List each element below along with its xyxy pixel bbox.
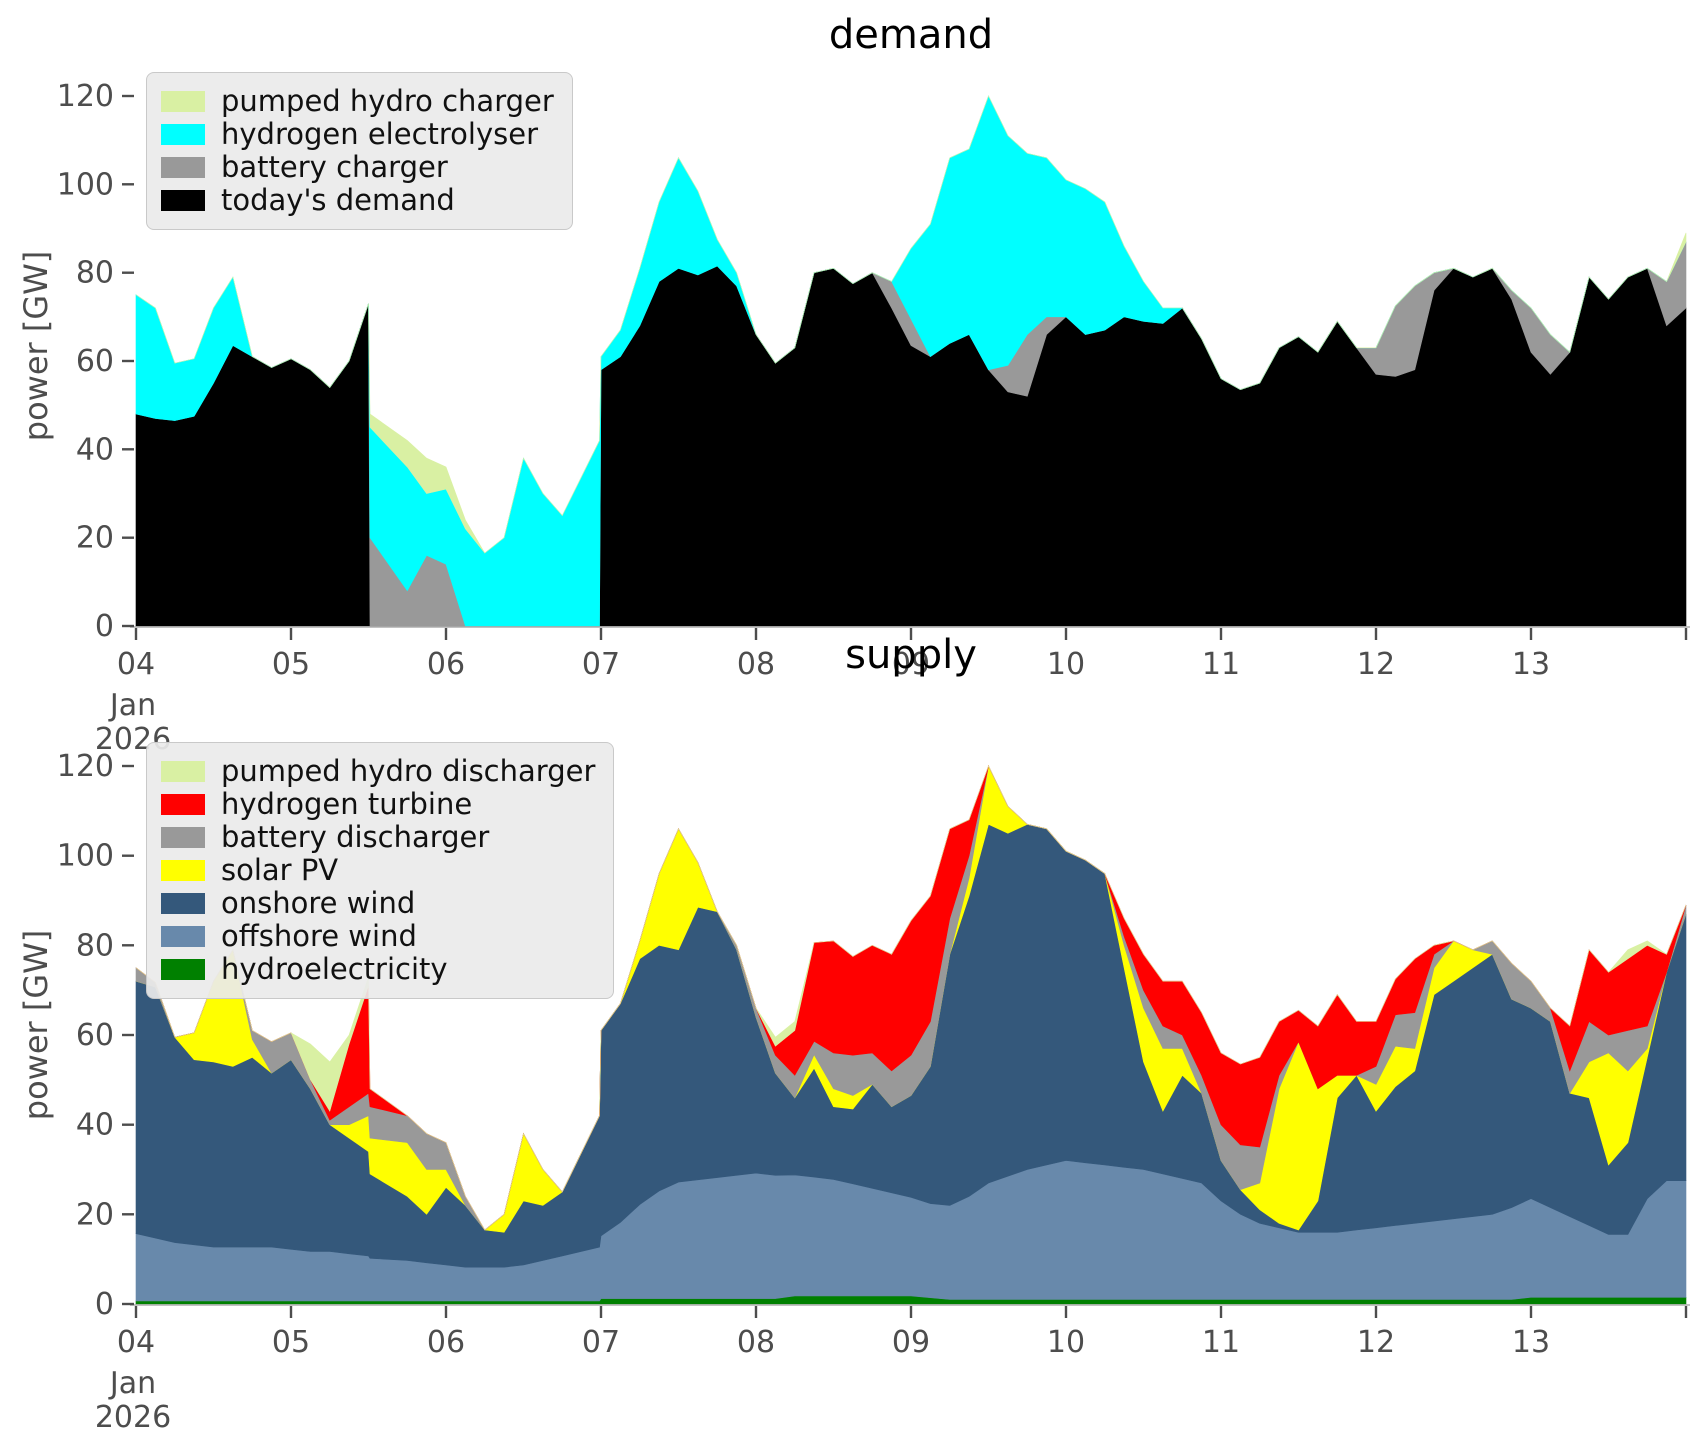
legend-item-battery-discharger: battery discharger — [161, 821, 595, 854]
pumped-hydro-charger-swatch-icon — [161, 91, 205, 112]
y-tick-label: 60 — [76, 1018, 114, 1053]
x-tick-label: 07 — [582, 647, 620, 682]
area-pumped-hydro-charger — [135, 95, 1687, 554]
area-pumped-hydro-discharger — [135, 765, 1687, 1231]
x-tick-label: 12 — [1357, 1325, 1395, 1360]
y-tick-label: 0 — [95, 609, 114, 644]
offshore-wind-swatch-icon — [161, 926, 205, 947]
x-tick-label: 13 — [1512, 647, 1550, 682]
x-tick-label: 11 — [1202, 647, 1240, 682]
legend-item-hydrogen-turbine: hydrogen turbine — [161, 788, 595, 821]
onshore-wind-swatch-icon — [161, 893, 205, 914]
pumped-hydro-discharger-swatch-icon — [161, 761, 205, 782]
x-tick-label: 05 — [272, 1325, 310, 1360]
x-tick-label: 08 — [737, 647, 775, 682]
demand-legend: pumped hydro charger hydrogen electrolys… — [146, 72, 573, 230]
x-tick-label: 07 — [582, 1325, 620, 1360]
x-tick-label: 10 — [1047, 647, 1085, 682]
legend-label: today's demand — [221, 183, 455, 217]
legend-label: solar PV — [221, 853, 339, 887]
todays-demand-swatch-icon — [161, 190, 205, 211]
legend-item-hydrogen-electrolyser: hydrogen electrolyser — [161, 118, 554, 151]
legend-item-battery-charger: battery charger — [161, 151, 554, 184]
legend-item-solar-pv: solar PV — [161, 854, 595, 887]
y-tick-label: 100 — [57, 839, 114, 874]
x-tick-label: 11 — [1202, 1325, 1240, 1360]
legend-label: pumped hydro discharger — [221, 754, 596, 788]
x-tick-label: 06 — [427, 647, 465, 682]
battery-charger-swatch-icon — [161, 157, 205, 178]
y-tick-label: 40 — [76, 432, 114, 467]
x-tick-label: 13 — [1512, 1325, 1550, 1360]
legend-label: hydroelectricity — [221, 952, 448, 986]
supply-legend: pumped hydro discharger hydrogen turbine… — [146, 742, 615, 999]
legend-item-todays-demand: today's demand — [161, 184, 554, 217]
x-tick-label: 04 — [117, 1325, 155, 1360]
legend-label: onshore wind — [221, 886, 416, 920]
y-tick-label: 80 — [76, 928, 114, 963]
x-tick-label: 09 — [892, 1325, 930, 1360]
x-tick-label: 06 — [427, 1325, 465, 1360]
x-tick-label: 10 — [1047, 1325, 1085, 1360]
legend-label: hydrogen turbine — [221, 787, 473, 821]
legend-item-pumped-hydro-charger: pumped hydro charger — [161, 85, 554, 118]
legend-item-hydroelectricity: hydroelectricity — [161, 953, 595, 986]
supply-x-offset-year: 2026 — [94, 1400, 172, 1431]
y-tick-label: 120 — [57, 749, 114, 784]
supply-y-axis-label: power [GW] — [17, 929, 55, 1121]
x-tick-label: 04 — [117, 647, 155, 682]
demand-y-axis-label: power [GW] — [17, 250, 55, 442]
legend-item-pumped-hydro-discharger: pumped hydro discharger — [161, 755, 595, 788]
hydrogen-electrolyser-swatch-icon — [161, 124, 205, 145]
legend-label: offshore wind — [221, 919, 417, 953]
legend-label: pumped hydro charger — [221, 84, 554, 118]
hydroelectricity-swatch-icon — [161, 959, 205, 980]
y-tick-label: 0 — [95, 1287, 114, 1322]
y-tick-label: 100 — [57, 167, 114, 202]
y-tick-label: 80 — [76, 256, 114, 291]
x-tick-label: 08 — [737, 1325, 775, 1360]
legend-label: battery discharger — [221, 820, 490, 854]
y-tick-label: 120 — [57, 79, 114, 114]
battery-discharger-swatch-icon — [161, 827, 205, 848]
legend-label: hydrogen electrolyser — [221, 117, 539, 151]
supply-chart-title: supply — [845, 632, 977, 678]
hydrogen-turbine-swatch-icon — [161, 794, 205, 815]
x-tick-label: 05 — [272, 647, 310, 682]
supply-x-offset-month: Jan — [109, 1366, 157, 1401]
demand-x-offset-month: Jan — [109, 688, 157, 723]
y-tick-label: 20 — [76, 521, 114, 556]
legend-label: battery charger — [221, 150, 448, 184]
x-tick-label: 09 — [892, 647, 930, 682]
demand-chart-title: demand — [828, 12, 994, 58]
solar-pv-swatch-icon — [161, 860, 205, 881]
legend-item-offshore-wind: offshore wind — [161, 920, 595, 953]
legend-item-onshore-wind: onshore wind — [161, 887, 595, 920]
x-tick-label: 12 — [1357, 647, 1395, 682]
y-tick-label: 20 — [76, 1197, 114, 1232]
y-tick-label: 60 — [76, 344, 114, 379]
y-tick-label: 40 — [76, 1108, 114, 1143]
